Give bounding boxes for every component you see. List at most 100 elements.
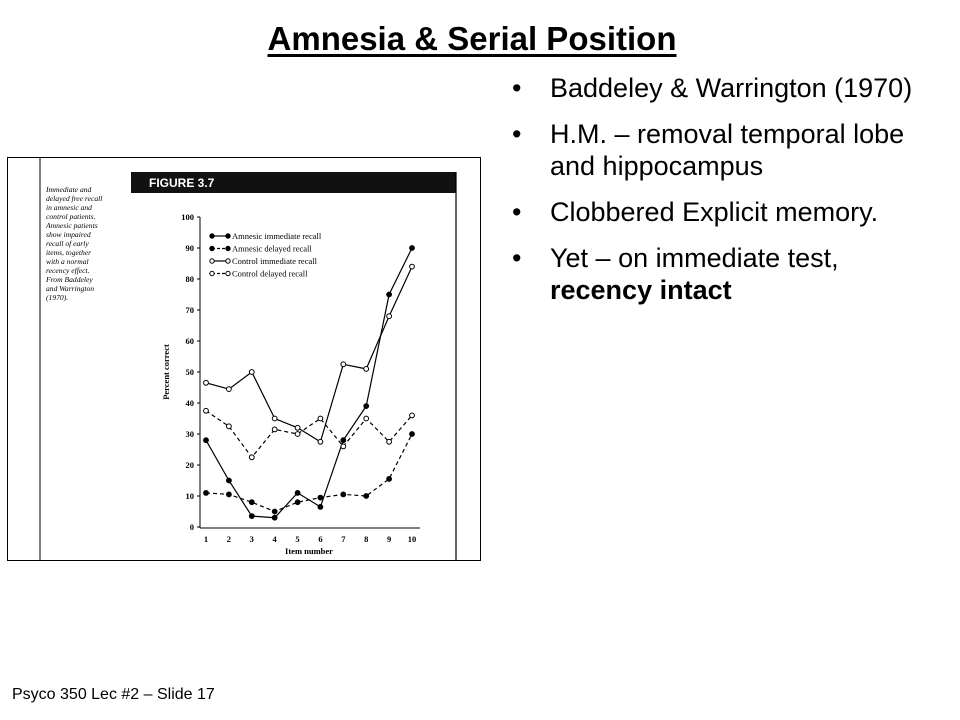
data-point (271, 514, 278, 521)
figure-chart: FIGURE 3.7 Immediate and delayed free re… (8, 158, 480, 560)
y-tick-label: 30 (186, 429, 195, 439)
data-point (226, 386, 232, 393)
data-point (248, 513, 255, 520)
y-tick-label: 20 (186, 460, 195, 470)
data-point (363, 493, 370, 499)
data-point (203, 407, 209, 414)
data-point (317, 438, 324, 445)
bullet-item: • Baddeley & Warrington (1970) (512, 72, 932, 104)
bullet-text: Baddeley & Warrington (1970) (550, 73, 913, 103)
y-tick-label: 10 (186, 491, 195, 501)
data-point (363, 366, 370, 372)
bullet-text: Clobbered Explicit memory. (550, 197, 879, 227)
legend-marker (209, 233, 215, 239)
data-point (386, 291, 393, 298)
caption-line: Immediate and (45, 185, 92, 194)
data-point (363, 403, 370, 410)
data-point (317, 415, 324, 422)
data-point (409, 263, 415, 270)
x-tick-label: 9 (387, 534, 391, 544)
caption-line: show impaired (46, 230, 91, 239)
data-point (363, 415, 370, 422)
data-point (294, 499, 301, 506)
bullet-item: • H.M. – removal temporal lobe and hippoc… (512, 118, 932, 182)
legend-marker (225, 245, 231, 252)
caption-line: with a normal (46, 257, 89, 266)
y-axis-label: Percent correct (161, 344, 171, 400)
x-tick-label: 1 (204, 534, 208, 544)
data-point (409, 412, 415, 419)
data-point (409, 431, 415, 437)
data-point (340, 443, 347, 450)
legend-label: Control delayed recall (232, 269, 308, 279)
data-point (203, 379, 209, 386)
caption-line: Amnesic patients (45, 221, 98, 230)
slide-title: Amnesia & Serial Position (267, 20, 677, 57)
legend-label: Control immediate recall (232, 256, 318, 266)
data-point (226, 477, 232, 484)
caption-line: From Baddeley (45, 275, 93, 284)
line-chart: 0 10 20 30 40 50 60 70 80 90 100 1 2 3 4 5 6 7 8 9 10 Item nu… (161, 212, 420, 556)
data-point (340, 361, 347, 368)
bullet-text: H.M. – removal temporal lobe and hippoca… (550, 119, 905, 181)
x-tick-label: 2 (227, 534, 231, 544)
series-line (205, 410, 413, 459)
y-tick-label: 90 (186, 243, 195, 253)
data-point (203, 437, 209, 444)
bullet-item: • Clobbered Explicit memory. (512, 196, 932, 228)
data-point (317, 494, 324, 501)
series-line (205, 433, 413, 513)
caption-line: control patients. (46, 212, 96, 221)
caption-line: recall of early (46, 239, 89, 248)
x-tick-label: 7 (341, 534, 346, 544)
legend-marker (209, 270, 215, 277)
y-tick-label: 40 (186, 398, 195, 408)
legend-marker (225, 258, 231, 264)
data-point (294, 431, 301, 437)
caption-line: recency effect. (46, 266, 90, 275)
data-point (317, 504, 324, 510)
data-point (386, 438, 393, 445)
bullet-text: Yet – on immediate test, (550, 243, 839, 273)
x-tick-label: 8 (364, 534, 368, 544)
x-tick-label: 5 (295, 534, 299, 544)
caption-line: and Warrington (46, 284, 94, 293)
data-point (294, 424, 301, 431)
x-tick-label: 4 (273, 534, 278, 544)
figure-caption: Immediate and delayed free recall in amn… (45, 185, 102, 302)
bullet-item: • Yet – on immediate test, recency intact (512, 242, 932, 306)
legend-marker (225, 233, 231, 239)
data-point (271, 415, 278, 422)
data-point (386, 476, 393, 482)
caption-line: in amnesic and (46, 203, 92, 212)
figure-label: FIGURE 3.7 (149, 176, 215, 190)
data-point (294, 490, 301, 496)
data-point (248, 454, 255, 461)
bullet-bold-text: recency intact (550, 275, 732, 305)
caption-line: items, together (46, 248, 91, 257)
bullet-glyph: • (512, 73, 522, 103)
data-point (226, 491, 232, 498)
y-tick-label: 80 (186, 274, 195, 284)
caption-line: delayed free recall (46, 194, 102, 203)
x-axis-label: Item number (285, 546, 333, 556)
bullet-list: • Baddeley & Warrington (1970) • H.M. – re… (512, 72, 932, 320)
legend-marker (225, 270, 231, 277)
figure-image: FIGURE 3.7 Immediate and delayed free re… (7, 157, 481, 561)
data-point (248, 499, 255, 506)
y-tick-label: 60 (186, 336, 195, 346)
y-tick-label: 100 (181, 212, 194, 222)
data-point (386, 313, 393, 320)
x-tick-label: 3 (250, 534, 254, 544)
data-point (340, 491, 347, 498)
bullet-glyph: • (512, 119, 522, 149)
data-point (271, 426, 278, 433)
legend-label: Amnesic immediate recall (232, 231, 322, 241)
x-tick-label: 10 (408, 534, 417, 544)
legend-label: Amnesic delayed recall (232, 244, 312, 254)
legend-marker (209, 258, 215, 264)
y-tick-label: 50 (186, 367, 195, 377)
y-tick-label: 0 (190, 522, 194, 532)
data-point (226, 423, 232, 430)
data-point (248, 369, 255, 375)
